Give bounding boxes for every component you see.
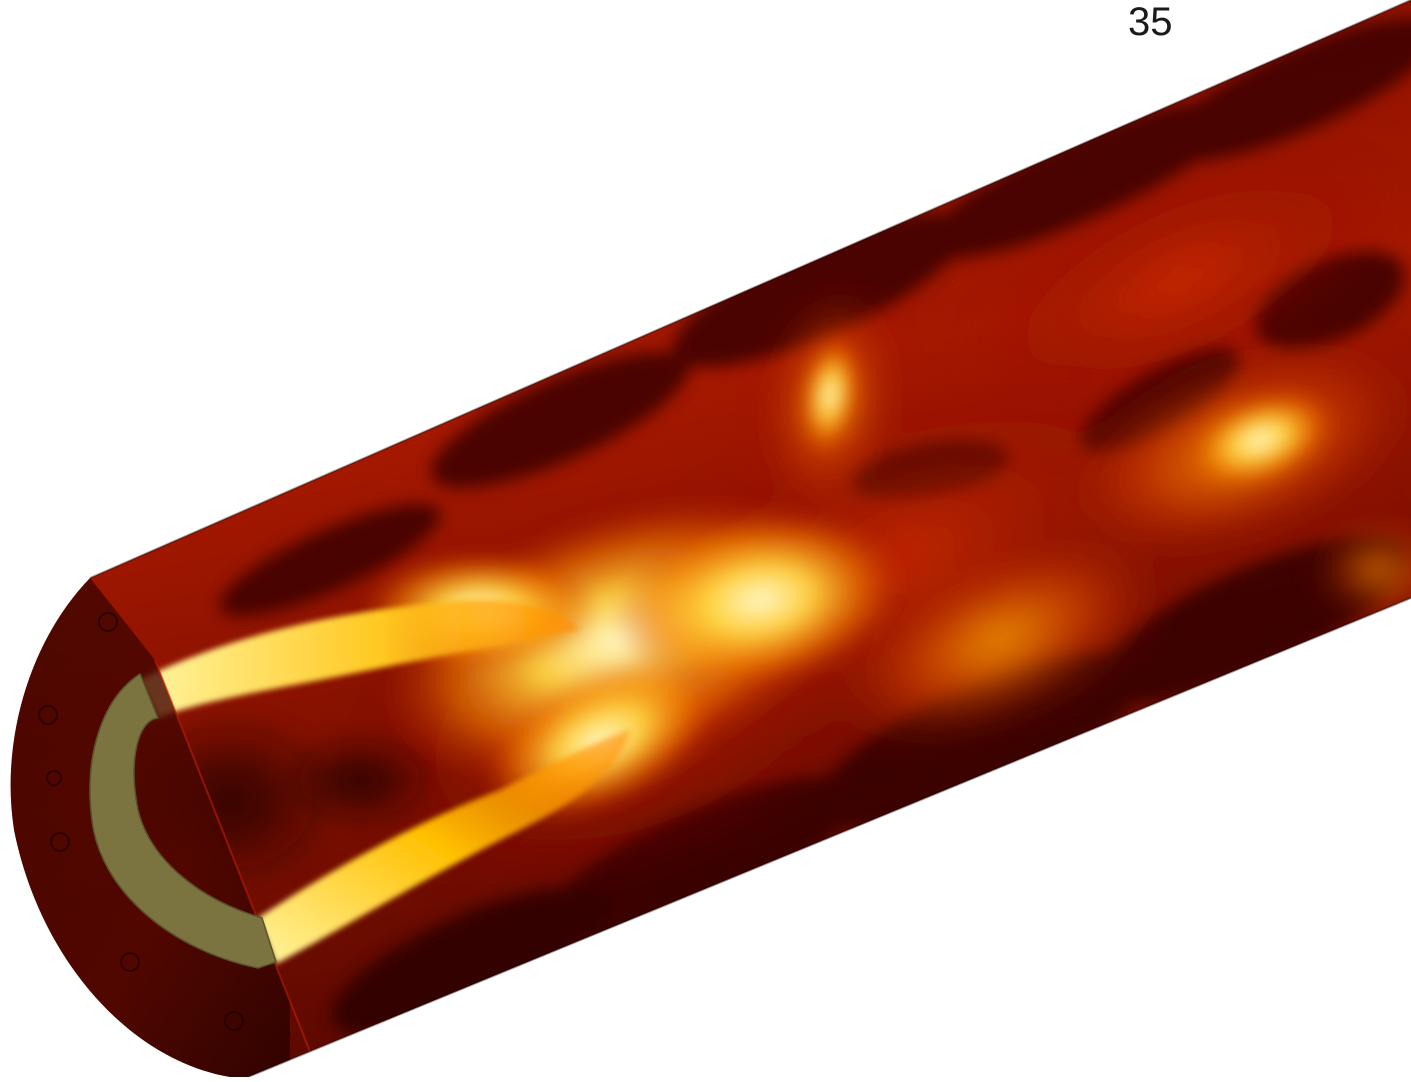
injector-annulus — [89, 672, 277, 969]
flame-core — [360, 335, 1337, 824]
upper-jet — [140, 599, 580, 718]
lower-jet — [258, 730, 630, 964]
frame-number-label: 35 — [1128, 0, 1173, 44]
flange-holes — [38, 612, 244, 1031]
